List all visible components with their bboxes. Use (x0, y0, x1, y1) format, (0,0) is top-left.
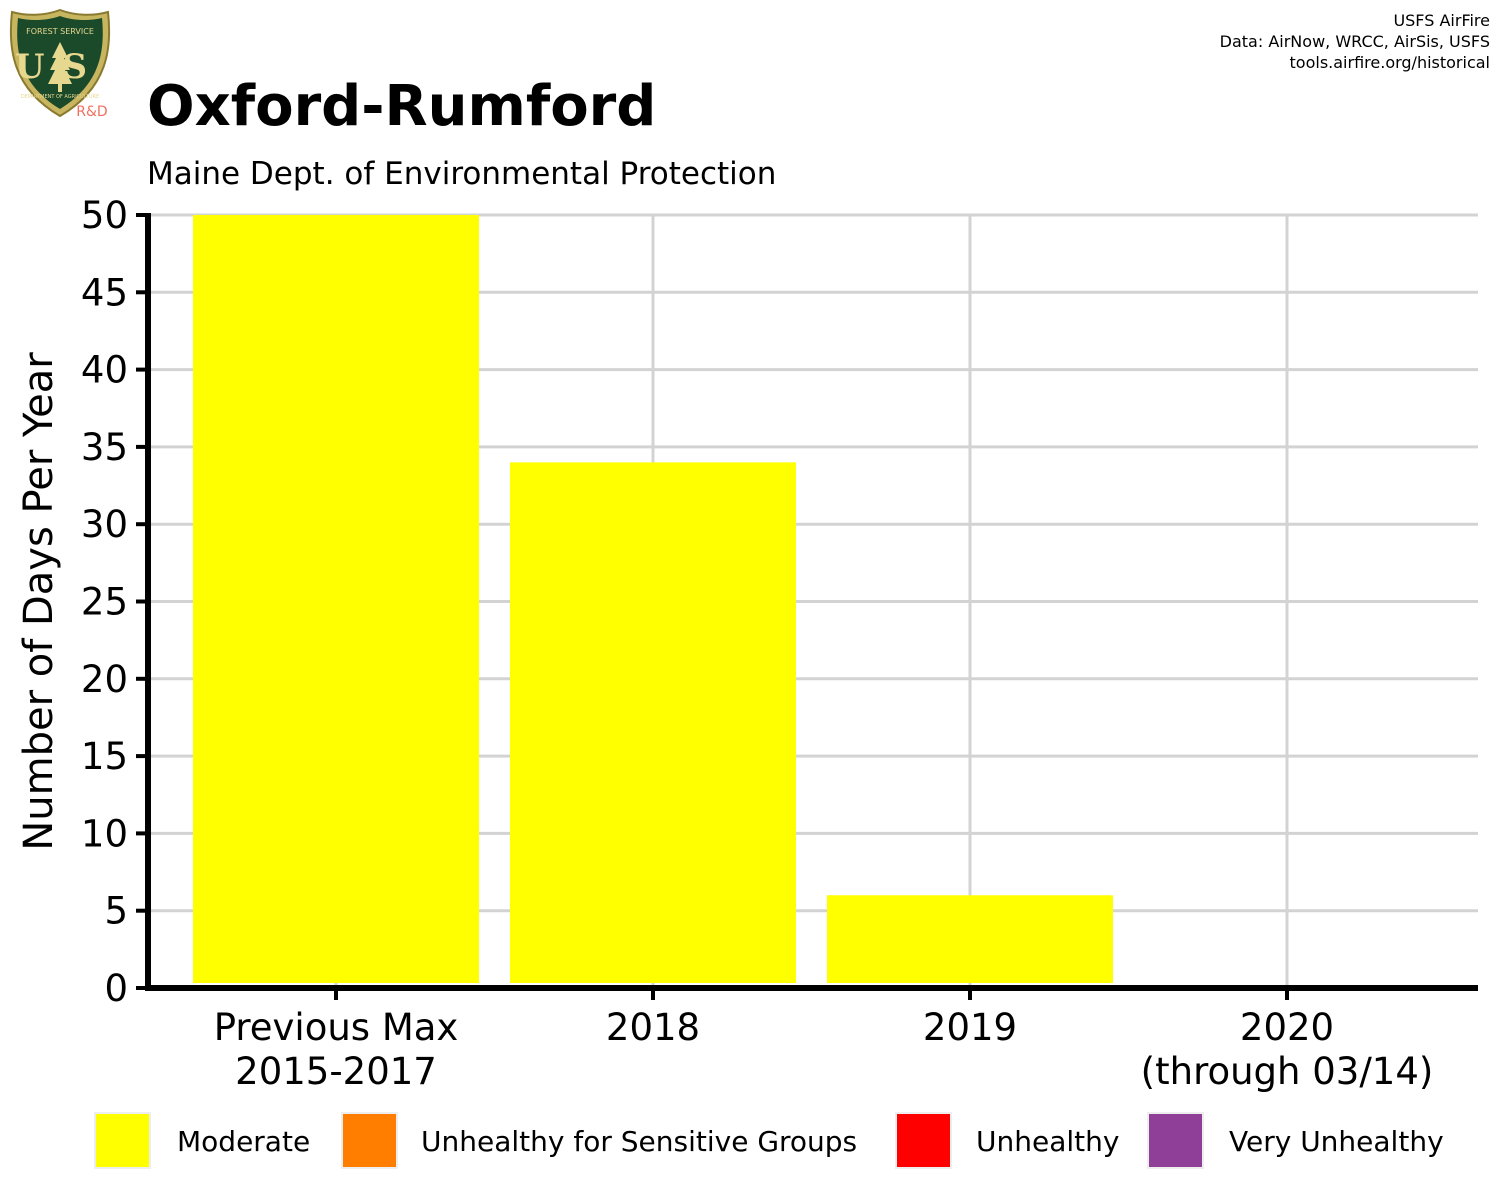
axes: 0 5 10 15 20 25 30 35 40 45 50 Previous Max2015-201… (16, 194, 1478, 1093)
legend-swatch (1147, 1112, 1204, 1169)
y-tick-label: 35 (81, 426, 128, 469)
y-tick-label: 40 (81, 349, 128, 392)
credit-line: Data: AirNow, WRCC, AirSis, USFS (1219, 32, 1490, 51)
bar (827, 895, 1113, 983)
chart-title: Oxford-Rumford (147, 74, 657, 139)
x-tick-label: (through 03/14) (1141, 1050, 1434, 1093)
credits: USFS AirFire Data: AirNow, WRCC, AirSis,… (1220, 10, 1490, 73)
x-tick-label: 2018 (606, 1006, 700, 1049)
legend-label: Very Unhealthy (1229, 1125, 1444, 1158)
x-tick-label: 2019 (923, 1006, 1017, 1049)
x-tick-label: Previous Max (214, 1006, 459, 1049)
y-tick-label: 5 (104, 890, 128, 933)
y-tick-label: 50 (81, 194, 128, 237)
x-tick-label: 2015-2017 (235, 1050, 437, 1093)
y-tick-label: 45 (81, 271, 128, 314)
x-tick-label: 2020 (1240, 1006, 1334, 1049)
legend-swatch (895, 1112, 952, 1169)
bar (193, 215, 479, 983)
y-tick-label: 10 (81, 812, 128, 855)
y-tick-label: 20 (81, 658, 128, 701)
logo-bottom-text: DEPARTMENT OF AGRICULTURE (21, 94, 99, 100)
legend-swatch (341, 1112, 398, 1169)
bars (193, 215, 1113, 983)
logo-top-text: FOREST SERVICE (26, 27, 94, 36)
logo-tag: R&D (76, 104, 107, 120)
y-tick-label: 30 (81, 503, 128, 546)
legend-label: Unhealthy for Sensitive Groups (421, 1125, 857, 1158)
y-tick-label: 25 (81, 581, 128, 624)
tree-icon (48, 42, 72, 92)
legend-label: Moderate (177, 1125, 310, 1158)
y-axis-title: Number of Days Per Year (16, 352, 62, 851)
y-tick-label: 0 (104, 967, 128, 1010)
bar (510, 462, 796, 983)
legend-swatch (94, 1112, 151, 1169)
usfs-logo: FOREST SERVICE US DEPARTMENT OF AGRICULT… (9, 8, 111, 120)
chart-subtitle: Maine Dept. of Environmental Protection (147, 156, 777, 192)
legend: Moderate Unhealthy for Sensitive Groups Un… (94, 1112, 1444, 1169)
legend-label: Unhealthy (976, 1125, 1119, 1158)
y-tick-label: 15 (81, 735, 128, 778)
credit-line: USFS AirFire (1393, 11, 1490, 30)
credit-line: tools.airfire.org/historical (1289, 53, 1490, 72)
